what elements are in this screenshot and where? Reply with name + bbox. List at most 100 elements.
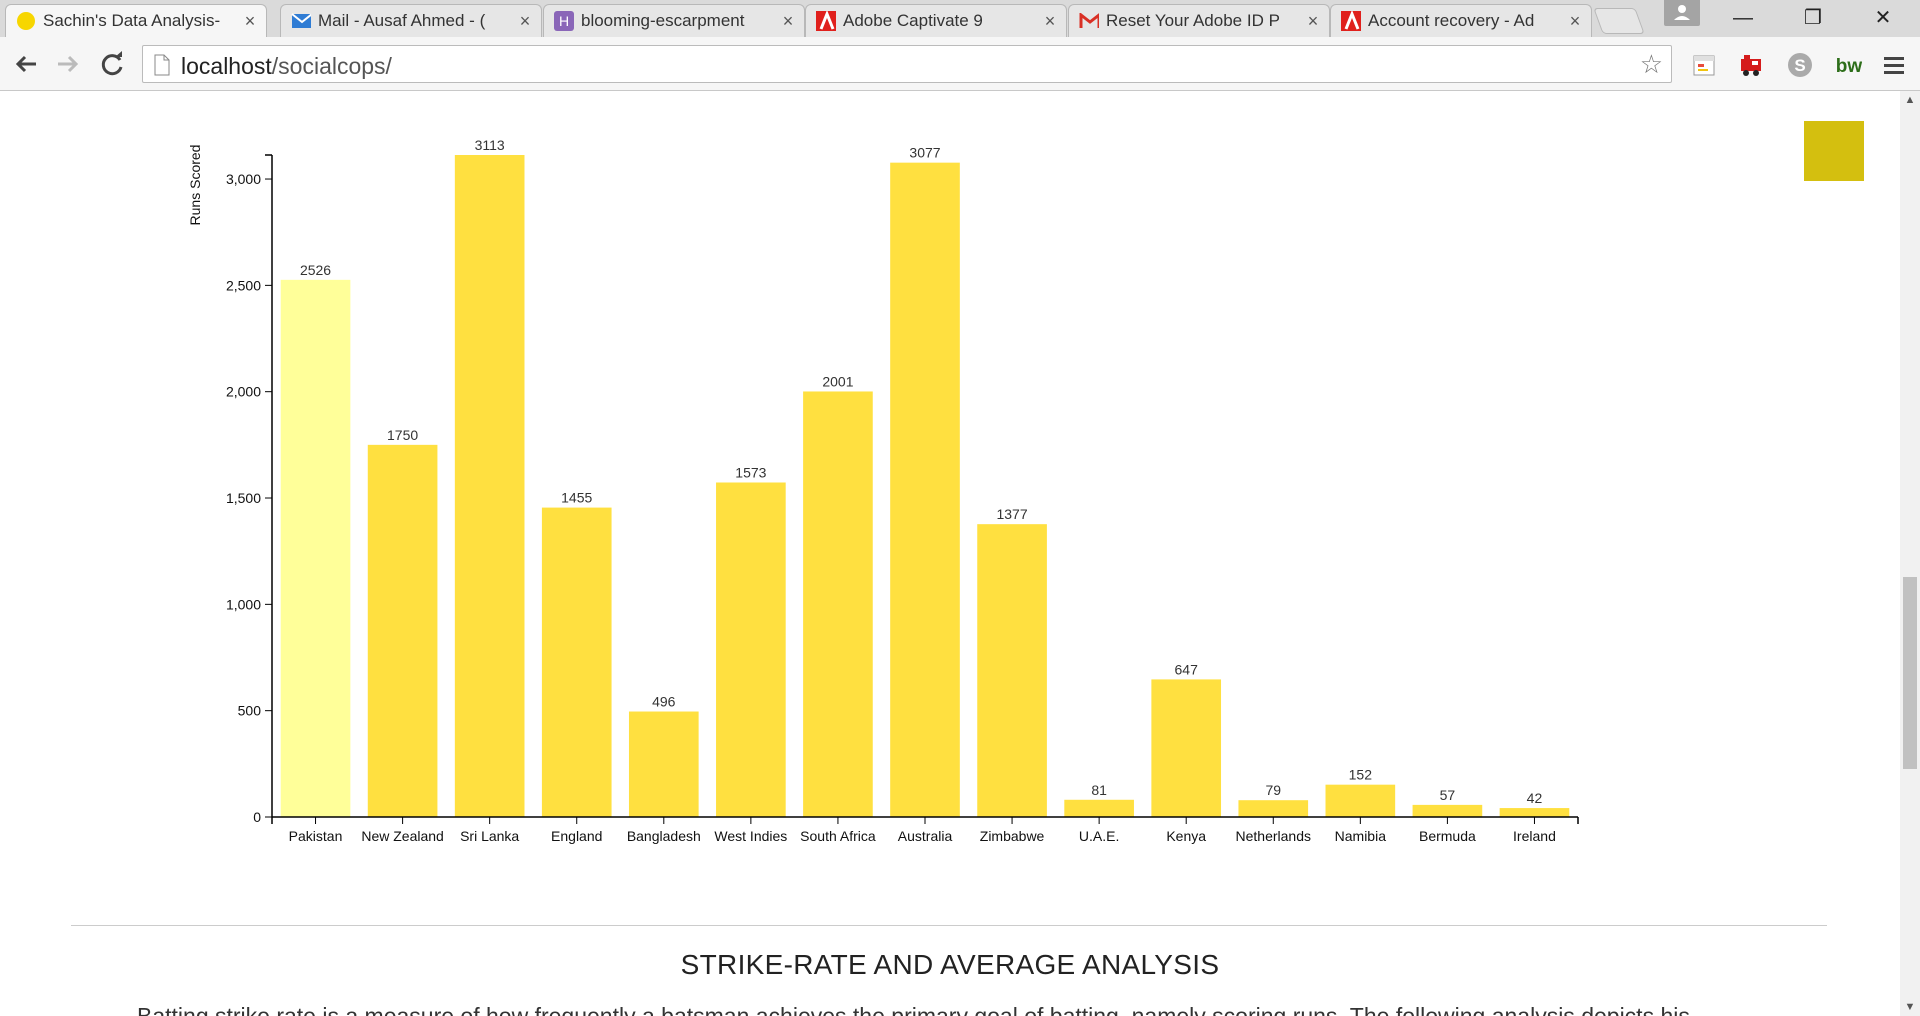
browser-toolbar: localhost/socialcops/ ☆ S bw bbox=[0, 37, 1920, 91]
train-icon[interactable] bbox=[1738, 51, 1766, 79]
browser-tab[interactable]: Adobe Captivate 9 × bbox=[805, 4, 1067, 37]
x-tick-label: Sri Lanka bbox=[460, 828, 519, 844]
scrollbar-thumb[interactable] bbox=[1903, 577, 1917, 769]
minimize-button[interactable]: — bbox=[1733, 7, 1753, 29]
tab-close-icon[interactable]: × bbox=[782, 11, 794, 31]
calendar-icon[interactable] bbox=[1690, 51, 1718, 79]
reload-icon bbox=[101, 51, 123, 76]
browser-tab[interactable]: Mail - Ausaf Ahmed - ( × bbox=[280, 4, 542, 37]
reload-button[interactable] bbox=[96, 48, 128, 80]
x-tick-label: West Indies bbox=[714, 828, 787, 844]
tab-title: Reset Your Adobe ID P bbox=[1106, 11, 1280, 30]
forward-button[interactable] bbox=[52, 48, 84, 80]
bookmark-star-icon[interactable]: ☆ bbox=[1639, 49, 1663, 79]
chart-bar bbox=[977, 524, 1047, 817]
url-text: localhost/socialcops/ bbox=[181, 53, 392, 79]
x-tick-label: U.A.E. bbox=[1079, 828, 1119, 844]
close-window-button[interactable]: ✕ bbox=[1874, 7, 1892, 29]
chart-bar bbox=[803, 391, 873, 817]
section-title: STRIKE-RATE AND AVERAGE ANALYSIS bbox=[680, 949, 1220, 980]
x-tick-label: Pakistan bbox=[289, 828, 343, 844]
chart-bar bbox=[1151, 679, 1222, 817]
tab-close-icon[interactable]: × bbox=[1307, 11, 1319, 31]
bw-icon[interactable]: bw bbox=[1834, 51, 1862, 79]
chart-bar bbox=[1412, 804, 1483, 817]
circle-yellow-icon bbox=[16, 11, 36, 31]
bar-value-label: 42 bbox=[1527, 790, 1543, 806]
tab-close-icon[interactable]: × bbox=[1044, 11, 1056, 31]
bar-value-label: 2001 bbox=[822, 373, 853, 389]
page-content: 2526 Pakistan 1750 New Zealand 3113 Sri Lanka… bbox=[0, 91, 1900, 1016]
skype-icon[interactable]: S bbox=[1786, 51, 1814, 79]
address-bar[interactable]: localhost/socialcops/ ☆ bbox=[142, 45, 1672, 83]
x-tick-label: Namibia bbox=[1335, 828, 1387, 844]
scroll-down-arrow-icon[interactable]: ▼ bbox=[1904, 1001, 1916, 1013]
svg-text:bw: bw bbox=[1836, 56, 1862, 77]
bar-value-label: 81 bbox=[1091, 782, 1107, 798]
y-tick-label: 3,000 bbox=[226, 171, 261, 187]
bar-value-label: 57 bbox=[1440, 787, 1456, 803]
x-tick-label: Ireland bbox=[1513, 828, 1556, 844]
browser-tab[interactable]: Sachin's Data Analysis- × bbox=[5, 4, 267, 37]
tab-bar: Sachin's Data Analysis- × Mail - Ausaf Ahm… bbox=[0, 0, 1920, 37]
x-tick-label: Australia bbox=[898, 828, 953, 844]
y-tick-label: 0 bbox=[253, 809, 261, 825]
bar-value-label: 647 bbox=[1175, 661, 1199, 677]
menu-icon[interactable] bbox=[1880, 51, 1908, 79]
tab-close-icon[interactable]: × bbox=[1569, 11, 1581, 31]
svg-text:H: H bbox=[559, 13, 569, 29]
profile-button[interactable] bbox=[1664, 0, 1700, 26]
browser-tab[interactable]: Account recovery - Ad × bbox=[1330, 4, 1592, 37]
tab-title: Mail - Ausaf Ahmed - ( bbox=[318, 11, 486, 30]
bar-value-label: 1377 bbox=[996, 506, 1027, 522]
x-tick-label: Netherlands bbox=[1236, 828, 1312, 844]
bar-value-label: 1573 bbox=[735, 464, 766, 480]
section-text: Batting strike rate is a measure of how … bbox=[137, 1003, 1690, 1016]
tab-close-icon[interactable]: × bbox=[244, 11, 256, 31]
y-tick-label: 1,500 bbox=[226, 490, 261, 506]
bar-value-label: 79 bbox=[1265, 782, 1281, 798]
y-tick-label: 2,500 bbox=[226, 277, 261, 293]
x-tick-label: South Africa bbox=[800, 828, 876, 844]
new-tab-button[interactable] bbox=[1593, 8, 1645, 34]
chart-bar bbox=[280, 279, 351, 817]
chart-bar bbox=[1064, 799, 1134, 817]
chart-bar bbox=[1325, 784, 1396, 817]
x-tick-label: New Zealand bbox=[361, 828, 444, 844]
tab-close-icon[interactable]: × bbox=[519, 11, 531, 31]
tab-title: blooming-escarpment bbox=[581, 11, 745, 30]
bar-value-label: 3113 bbox=[475, 137, 505, 153]
back-button[interactable] bbox=[10, 48, 42, 80]
runs-bar-chart: 2526 Pakistan 1750 New Zealand 3113 Sri Lanka… bbox=[187, 137, 1579, 844]
bar-value-label: 3077 bbox=[909, 145, 940, 161]
chart-bar bbox=[890, 162, 960, 817]
arrow-right-icon bbox=[58, 55, 79, 73]
x-tick-label: Zimbabwe bbox=[980, 828, 1045, 844]
bar-value-label: 1455 bbox=[561, 490, 592, 506]
adobe-icon bbox=[1341, 11, 1361, 31]
tab-title: Sachin's Data Analysis- bbox=[43, 11, 221, 30]
scroll-up-arrow-icon[interactable]: ▲ bbox=[1904, 94, 1916, 106]
chart-bar bbox=[541, 507, 612, 817]
svg-text:S: S bbox=[1794, 56, 1805, 75]
x-tick-label: England bbox=[551, 828, 602, 844]
section-divider bbox=[71, 925, 1827, 926]
chart-bar bbox=[1499, 808, 1570, 817]
bar-value-label: 2526 bbox=[300, 262, 331, 278]
arrow-left-icon bbox=[15, 55, 36, 73]
gmail-icon bbox=[1079, 11, 1099, 31]
chart-bar bbox=[367, 444, 438, 817]
y-tick-label: 1,000 bbox=[226, 596, 261, 612]
bar-value-label: 152 bbox=[1349, 767, 1373, 783]
restore-button[interactable]: ❐ bbox=[1804, 7, 1822, 29]
y-axis-label: Runs Scored bbox=[187, 145, 203, 226]
adobe-icon bbox=[816, 11, 836, 31]
chart-bar bbox=[1238, 800, 1309, 817]
chart-bar bbox=[628, 711, 699, 817]
page-scrollbar[interactable]: ▲ ▼ bbox=[1900, 91, 1920, 1016]
person-icon bbox=[1674, 5, 1690, 20]
bar-value-label: 1750 bbox=[387, 427, 418, 443]
browser-tab[interactable]: Reset Your Adobe ID P × bbox=[1068, 4, 1330, 37]
page-icon bbox=[154, 54, 170, 76]
